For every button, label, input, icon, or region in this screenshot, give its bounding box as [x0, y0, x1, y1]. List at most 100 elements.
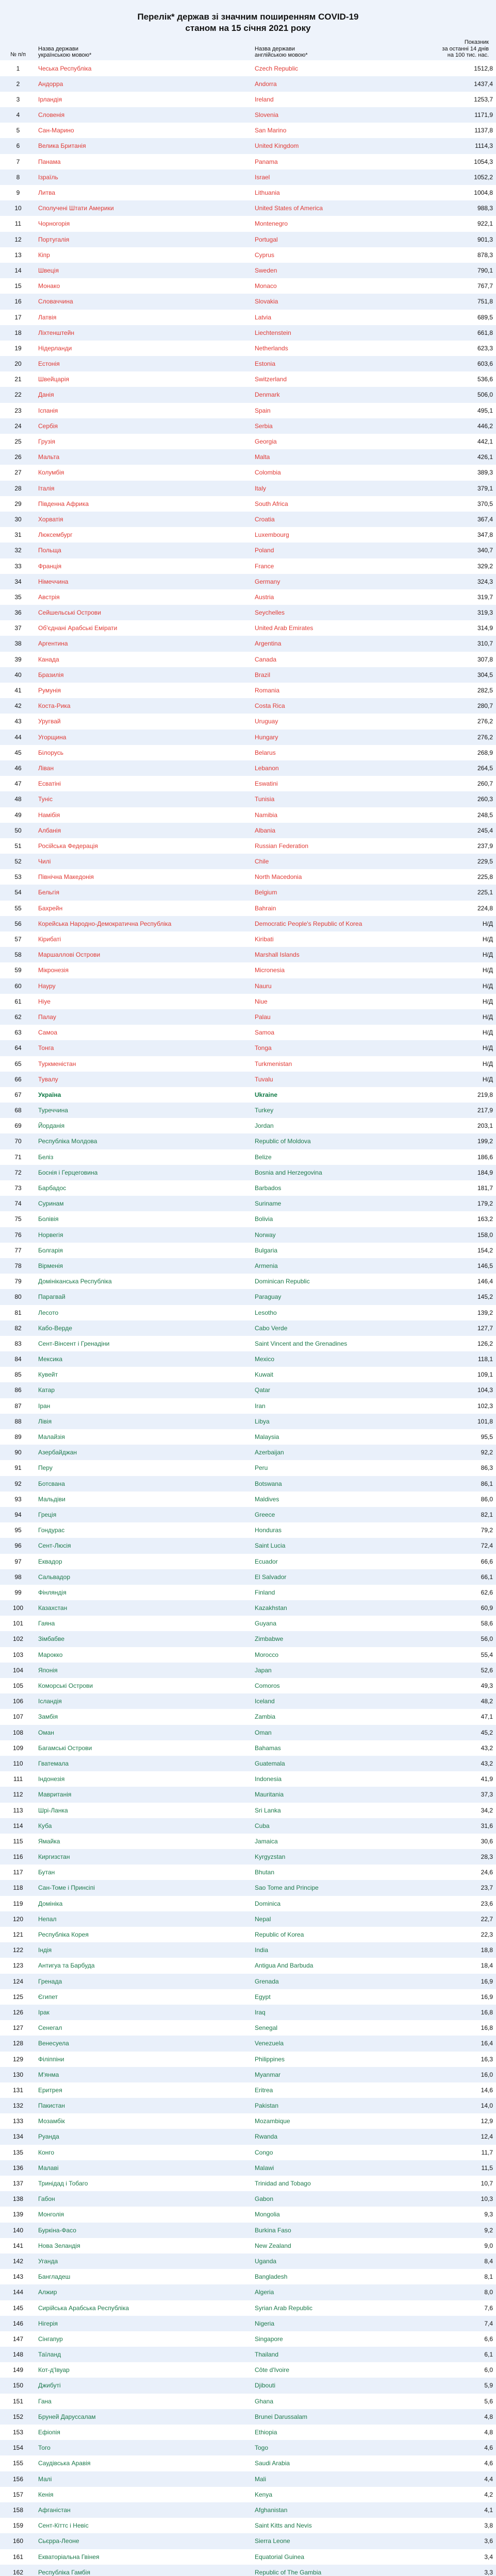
incidence-value: 86,0: [481, 1495, 493, 1503]
row-number: 120: [12, 1915, 24, 1923]
table-row: 123 Антигуа та Барбуда Antigua And Barbuda…: [0, 1958, 496, 1974]
country-name-english: Antigua And Barbuda: [255, 1962, 313, 1970]
row-number: 102: [12, 1635, 24, 1643]
table-row: 132 Пакистан Pakistan 14,0: [0, 2098, 496, 2114]
country-name-english: Sri Lanka: [255, 1806, 281, 1814]
incidence-value: Н/Д: [482, 1044, 493, 1052]
country-name-english: Maldives: [255, 1495, 279, 1503]
incidence-value: Н/Д: [482, 1029, 493, 1037]
table-row: 72 Боснія і Герцеговина Bosnia and Herzego…: [0, 1164, 496, 1180]
row-number: 140: [12, 2226, 24, 2234]
row-number: 44: [14, 733, 22, 741]
country-name-english: Netherlands: [255, 344, 288, 352]
country-name-english: Comoros: [255, 1682, 280, 1689]
country-name-english: Bangladesh: [255, 2273, 288, 2281]
incidence-value: 268,9: [477, 749, 493, 756]
incidence-value: 304,5: [477, 671, 493, 679]
incidence-value: 767,7: [477, 282, 493, 290]
row-number: 105: [12, 1682, 24, 1689]
row-number: 128: [12, 2040, 24, 2047]
country-name-english: Algeria: [255, 2289, 274, 2296]
table-row: 98 Сальвадор El Salvador 66,1: [0, 1569, 496, 1585]
table-row: 119 Домініка Dominica 23,6: [0, 1895, 496, 1911]
table-row: 83 Сент-Вінсент і Гренадіни Saint Vincent …: [0, 1335, 496, 1352]
country-name-english: Albania: [255, 826, 276, 834]
country-name-english: Finland: [255, 1588, 275, 1596]
incidence-value: 219,8: [477, 1091, 493, 1098]
incidence-value: 16,4: [481, 2040, 493, 2047]
country-name-english: Bahrain: [255, 904, 276, 912]
table-row: 110 Гватемала Guatemala 43,2: [0, 1755, 496, 1772]
incidence-value: 661,8: [477, 329, 493, 336]
incidence-value: 4,1: [484, 2506, 493, 2514]
incidence-value: 1253,7: [474, 95, 493, 103]
table-row: 84 Мексика Mexico 118,1: [0, 1351, 496, 1367]
country-name-ukrainian: Бруней Даруссалам: [38, 2413, 96, 2420]
country-name-english: Portugal: [255, 235, 278, 243]
country-name-ukrainian: Ізраїль: [38, 173, 58, 181]
incidence-value: 3,4: [484, 2553, 493, 2561]
table-row: 5 Сан-Марино San Marino 1137,8: [0, 123, 496, 139]
table-row: 156 Малі Mali 4,4: [0, 2471, 496, 2487]
country-name-english: Mongolia: [255, 2211, 280, 2218]
table-row: 118 Сан-Томе і Принсіпі Sao Tome and Princ…: [0, 1880, 496, 1896]
incidence-value: 139,2: [477, 1309, 493, 1316]
incidence-value: 8,1: [484, 2273, 493, 2281]
row-number: 96: [14, 1542, 22, 1550]
column-header-english-name: Назва держави англійською мовою*: [255, 46, 409, 59]
row-number: 7: [16, 158, 20, 165]
table-row: 46 Ліван Lebanon 264,5: [0, 760, 496, 776]
country-name-english: Palau: [255, 1013, 271, 1021]
country-name-ukrainian: Гондурас: [38, 1527, 65, 1534]
incidence-value: 276,2: [477, 733, 493, 741]
country-name-english: Mozambique: [255, 2117, 290, 2125]
country-name-english: Turkmenistan: [255, 1060, 292, 1067]
country-name-ukrainian: Панама: [38, 158, 61, 165]
country-name-english: Seychelles: [255, 609, 285, 617]
country-name-ukrainian: Хорватія: [38, 515, 63, 523]
row-number: 68: [14, 1107, 22, 1114]
incidence-value: 6,1: [484, 2351, 493, 2359]
incidence-value: 163,2: [477, 1215, 493, 1223]
incidence-value: 23,6: [481, 1900, 493, 1907]
column-header-indicator-line3: на 100 тис. нас.: [447, 52, 489, 58]
table-row: 69 Йорданія Jordan 203,1: [0, 1118, 496, 1134]
row-number: 10: [14, 205, 22, 212]
row-number: 60: [14, 982, 22, 990]
column-header-english-name-line2: англійською мовою*: [255, 52, 308, 58]
country-name-ukrainian: Малі: [38, 2475, 52, 2483]
country-name-ukrainian: Намібія: [38, 811, 60, 819]
table-row: 160 Сьєрра-Леоне Sierra Leone 3,6: [0, 2533, 496, 2549]
incidence-value: 260,7: [477, 780, 493, 788]
incidence-value: 3,6: [484, 2537, 493, 2545]
table-row: 141 Нова Зеландія New Zealand 9,0: [0, 2238, 496, 2253]
table-row: 28 Італія Italy 379,1: [0, 480, 496, 496]
country-name-english: Djibouti: [255, 2382, 276, 2389]
row-number: 121: [12, 1931, 24, 1938]
country-name-ukrainian: Ірак: [38, 2008, 49, 2016]
country-name-ukrainian: Сьєрра-Леоне: [38, 2537, 79, 2545]
country-name-english: Mali: [255, 2475, 267, 2483]
row-number: 85: [14, 1371, 22, 1379]
incidence-value: 1054,3: [474, 158, 493, 165]
table-row: 37 Об'єднані Арабські Емірати United Arab …: [0, 620, 496, 636]
incidence-value: 264,5: [477, 764, 493, 772]
table-row: 55 Бахрейн Bahrain 224,8: [0, 900, 496, 916]
country-name-ukrainian: Білорусь: [38, 749, 64, 756]
country-name-english: Kiribati: [255, 936, 274, 943]
incidence-value: 10,3: [481, 2195, 493, 2203]
country-name-english: Nepal: [255, 1915, 271, 1923]
table-row: 76 Норвегія Norway 158,0: [0, 1227, 496, 1243]
table-row: 146 Нігерія Nigeria 7,4: [0, 2315, 496, 2331]
country-name-english: Malaysia: [255, 1433, 279, 1440]
row-number: 107: [12, 1713, 24, 1721]
country-name-ukrainian: Кувейт: [38, 1371, 58, 1379]
table-row: 161 Екваторіальна Гвінея Equatorial Guinea…: [0, 2549, 496, 2565]
country-name-english: India: [255, 1946, 269, 1954]
country-name-ukrainian: Північна Македонія: [38, 873, 94, 881]
incidence-value: 4,6: [484, 2444, 493, 2452]
table-row: 112 Мавританія Mauritania 37,3: [0, 1787, 496, 1803]
row-number: 19: [14, 344, 22, 352]
country-name-ukrainian: Мавританія: [38, 1791, 72, 1799]
table-row: 127 Сенегал Senegal 16,8: [0, 2020, 496, 2036]
